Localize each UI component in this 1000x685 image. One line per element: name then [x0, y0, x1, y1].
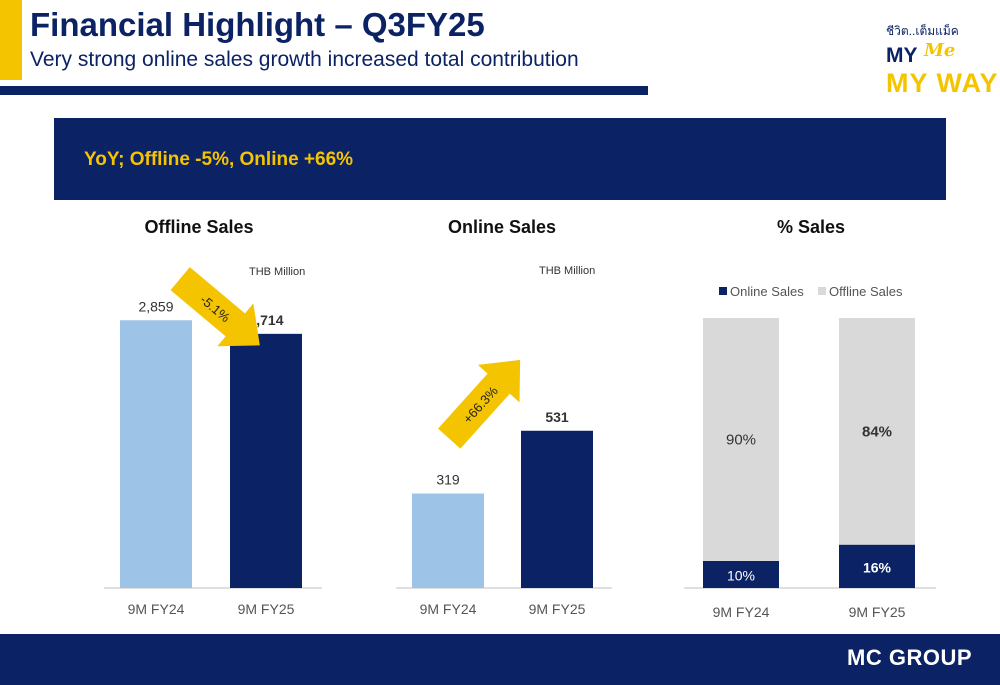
percent-sales-offline-bar-2: [839, 318, 915, 545]
percent-sales-offline-label-1: 90%: [726, 432, 756, 449]
mc-group-logo: MC GROUP: [847, 645, 972, 670]
yoy-banner: YoY; Offline -5%, Online +66%: [54, 118, 946, 200]
percent-sales-category-label-1: 9M FY24: [713, 604, 770, 620]
offline-sales-category-label-2: 9M FY25: [238, 601, 295, 617]
offline-sales-bar-1: [120, 320, 192, 588]
offline-sales-category-label-1: 9M FY24: [128, 601, 185, 617]
percent-sales-online-label-1: 10%: [727, 568, 755, 584]
title-underline: [0, 86, 648, 95]
online-sales-category-label-1: 9M FY24: [420, 601, 477, 617]
legend-offline-label: Offline Sales: [829, 284, 903, 299]
yoy-banner-text: YoY; Offline -5%, Online +66%: [84, 149, 354, 170]
legend-offline-swatch: [818, 287, 826, 295]
online-sales-category-label-2: 9M FY25: [529, 601, 586, 617]
offline-sales-bar-2: [230, 333, 302, 588]
logo-my-way-text: MY WAY: [886, 68, 999, 98]
percent-sales-chart-title: % Sales: [776, 217, 846, 237]
offline-sales-chart-title: Offline Sales: [144, 217, 254, 237]
offline-sales-unit-label: THB Million: [249, 266, 306, 278]
online-sales-chart-title: Online Sales: [447, 217, 557, 237]
legend-online-swatch: [719, 287, 727, 295]
footer-bar: MC GROUP: [0, 634, 1000, 685]
page-title: Financial Highlight – Q3FY25: [30, 6, 485, 43]
logo-thai-tagline: ชีวิต..เต็มแม็ค: [886, 24, 959, 38]
online-sales-value-label-1: 319: [436, 472, 460, 488]
logo-my-text: MY: [886, 44, 918, 67]
logo-me-text: Me: [924, 40, 956, 61]
online-sales-change-arrow-shape: [438, 359, 521, 449]
percent-sales-online-bar-1: [703, 561, 779, 588]
offline-sales-value-label-1: 2,859: [138, 298, 173, 314]
percent-sales-online-label-2: 16%: [863, 559, 892, 575]
legend-online-label: Online Sales: [730, 284, 804, 299]
my-me-my-way-logo: ชีวิต..เต็มแม็ค MY Me MY WAY: [872, 20, 998, 100]
percent-sales-offline-label-2: 84%: [862, 423, 892, 440]
online-sales-bar-2: [521, 430, 593, 588]
title-accent-bar: [0, 0, 22, 80]
percent-sales-online-bar-2: [839, 544, 915, 588]
offline-sales-change-arrow-shape: [170, 267, 260, 347]
percent-sales-offline-bar-1: [703, 318, 779, 561]
percent-sales-category-label-2: 9M FY25: [849, 604, 906, 620]
offline-sales-value-label-2: 2,714: [248, 312, 283, 328]
page-subtitle: Very strong online sales growth increase…: [30, 48, 579, 71]
online-sales-unit-label: THB Million: [539, 265, 596, 277]
online-sales-bar-1: [412, 493, 484, 588]
online-sales-value-label-2: 531: [545, 409, 569, 425]
